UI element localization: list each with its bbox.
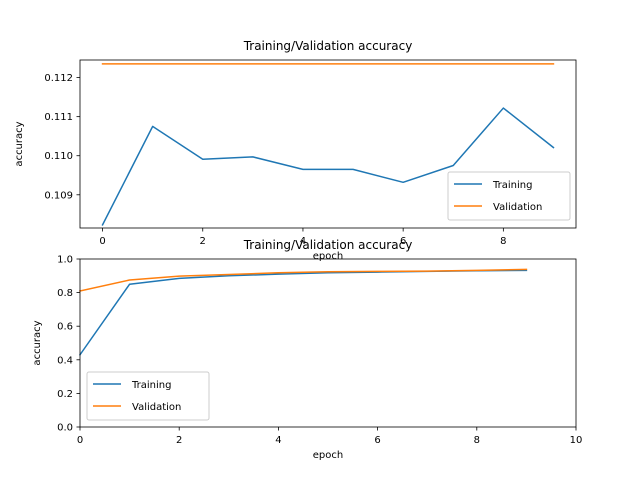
series-line-training xyxy=(78,269,528,356)
x-tick-label: 2 xyxy=(200,236,206,247)
legend-label-training: Training xyxy=(131,380,171,391)
x-tick-label: 4 xyxy=(300,236,306,247)
legend: Training Validation xyxy=(447,171,571,221)
legend-label-validation: Validation xyxy=(132,402,181,413)
chart-title: Training/Validation accuracy xyxy=(243,238,413,252)
x-tick-label: 8 xyxy=(500,236,506,247)
x-tick-label: 4 xyxy=(275,435,281,446)
chart-1: 0 2 4 6 8 0.109 0.110 0.111 0.112 Training/Valida… xyxy=(14,39,577,262)
series-line-training xyxy=(101,107,555,226)
legend-label-validation: Validation xyxy=(493,202,542,213)
x-tick-label: 10 xyxy=(570,435,583,446)
x-tick-label: 6 xyxy=(374,435,380,446)
y-axis-label: accuracy xyxy=(14,121,25,166)
x-tick-label: 0 xyxy=(99,236,105,247)
x-tick-label: 8 xyxy=(474,435,480,446)
x-axis-label: epoch xyxy=(313,450,343,461)
series-line-validation xyxy=(79,268,528,292)
chart-title: Training/Validation accuracy xyxy=(243,39,413,53)
y-tick-label: 0.2 xyxy=(57,389,73,400)
y-tick-label: 0.6 xyxy=(57,322,73,333)
x-axis-label: epoch xyxy=(313,251,343,262)
x-tick-label: 2 xyxy=(176,435,182,446)
axes-frame xyxy=(79,258,577,428)
y-tick-label: 0.110 xyxy=(44,151,73,162)
y-tick-label: 0.111 xyxy=(44,112,73,123)
y-tick-label: 0.4 xyxy=(57,355,73,366)
axes-frame xyxy=(79,59,577,229)
y-tick-label: 0.8 xyxy=(57,288,73,299)
chart-2: 0 2 4 6 8 10 0.0 0.2 0.4 0.6 0.8 1.0 Training/Valida… xyxy=(32,238,582,461)
y-tick-label: 0.109 xyxy=(44,190,73,201)
legend: Training Validation xyxy=(86,371,210,421)
y-tick-label: 0.0 xyxy=(57,423,73,434)
x-tick-label: 0 xyxy=(77,435,83,446)
y-axis-label: accuracy xyxy=(32,320,43,365)
y-tick-label: 1.0 xyxy=(57,255,73,266)
y-tick-label: 0.112 xyxy=(44,73,73,84)
x-tick-label: 6 xyxy=(400,236,406,247)
legend-label-training: Training xyxy=(492,180,532,191)
